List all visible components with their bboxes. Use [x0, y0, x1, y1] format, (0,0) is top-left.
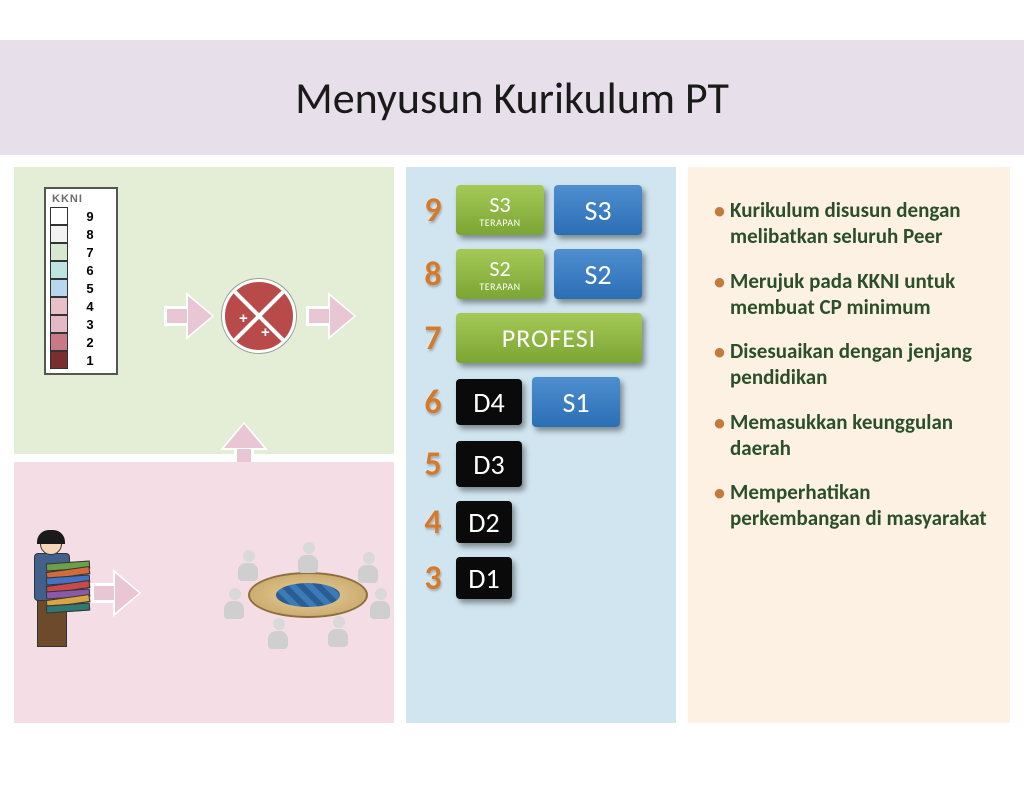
page-title: Menyusun Kurikulum PT [295, 71, 729, 125]
ladder-number: 5 [420, 444, 446, 485]
content: KKNI 987654321 ++ [0, 155, 1024, 735]
kkni-level: 5 [50, 279, 112, 297]
title-bar: Menyusun Kurikulum PT [0, 40, 1024, 155]
kkni-level: 8 [50, 225, 112, 243]
arrow-right-icon [164, 298, 212, 334]
ladder-rung: 8S2TERAPANS2 [420, 249, 662, 299]
ladder-rung: 7PROFESI [420, 313, 662, 363]
ladder-number: 6 [420, 382, 446, 423]
left-column: KKNI 987654321 ++ [14, 167, 394, 723]
ladder-rung: 3D1 [420, 557, 662, 599]
ladder-tile: S3 [554, 185, 642, 235]
ladder-tile: D3 [456, 441, 522, 487]
ladder-tile: S1 [532, 377, 620, 427]
ladder-tile: S3TERAPAN [456, 185, 544, 235]
kkni-level: 1 [50, 351, 112, 369]
arrow-right-icon [91, 575, 138, 611]
ladder-number: 4 [420, 502, 446, 543]
ladder-tile: D4 [456, 379, 522, 425]
ladder-rung: 5D3 [420, 441, 662, 487]
kkni-level: 6 [50, 261, 112, 279]
ladder-number: 8 [420, 254, 446, 295]
ladder-tile: S2TERAPAN [456, 249, 544, 299]
ladder-tile: D2 [456, 501, 512, 543]
merge-node-icon: ++ [222, 279, 296, 353]
kkni-label: KKNI [52, 193, 112, 205]
panel-kkni-flow: KKNI 987654321 ++ [14, 167, 394, 454]
ladder-tile: S2 [554, 249, 642, 299]
student-icon [24, 533, 87, 653]
panel-peer [14, 462, 394, 723]
ladder-tile: PROFESI [456, 313, 642, 363]
meeting-icon [218, 538, 394, 648]
kkni-level: 9 [50, 207, 112, 225]
bullet-item: Memasukkan keunggulan daerah [714, 409, 988, 462]
kkni-level: 4 [50, 297, 112, 315]
kkni-scale: KKNI 987654321 [44, 187, 118, 375]
kkni-level: 3 [50, 315, 112, 333]
bullet-list: Kurikulum disusun dengan melibatkan selu… [714, 197, 988, 532]
ladder-column: 9S3TERAPANS38S2TERAPANS27PROFESI6D4S15D3… [406, 167, 676, 723]
kkni-level: 2 [50, 333, 112, 351]
bullet-item: Memperhatikan perkembangan di masyarakat [714, 479, 988, 532]
ladder-rung: 4D2 [420, 501, 662, 543]
ladder-number: 9 [420, 190, 446, 231]
ladder-number: 7 [420, 318, 446, 359]
arrow-up-wrap [220, 430, 268, 466]
arrow-right-icon [306, 298, 354, 334]
bullet-item: Kurikulum disusun dengan melibatkan selu… [714, 197, 988, 250]
bullet-item: Merujuk pada KKNI untuk membuat CP minim… [714, 268, 988, 321]
kkni-level: 7 [50, 243, 112, 261]
ladder-rung: 9S3TERAPANS3 [420, 185, 662, 235]
notes-column: Kurikulum disusun dengan melibatkan selu… [688, 167, 1010, 723]
flow-row: ++ [164, 279, 354, 353]
qualification-ladder: 9S3TERAPANS38S2TERAPANS27PROFESI6D4S15D3… [420, 185, 662, 599]
ladder-tile: D1 [456, 557, 512, 599]
ladder-rung: 6D4S1 [420, 377, 662, 427]
bullet-item: Disesuaikan dengan jenjang pendidikan [714, 338, 988, 391]
ladder-number: 3 [420, 558, 446, 599]
